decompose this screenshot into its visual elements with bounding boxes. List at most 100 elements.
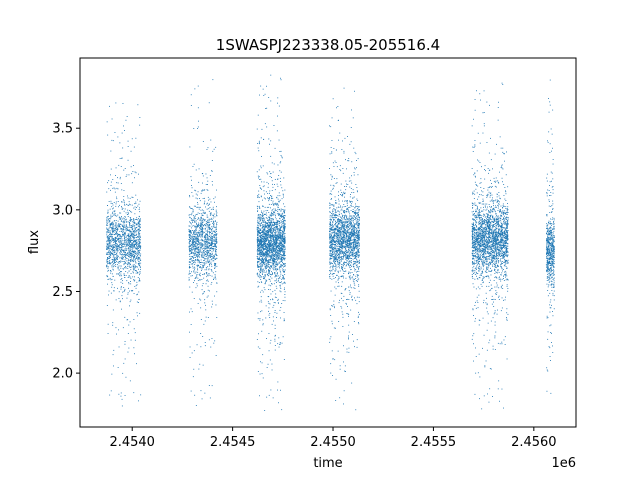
data-point	[198, 232, 200, 233]
data-point	[139, 262, 140, 264]
data-point	[189, 255, 191, 257]
data-point	[276, 226, 277, 228]
data-point	[265, 223, 267, 225]
data-point	[119, 142, 121, 144]
data-point	[257, 256, 259, 258]
data-point	[284, 206, 286, 208]
data-point	[139, 242, 140, 243]
data-point	[260, 85, 262, 87]
data-point	[127, 293, 129, 295]
data-point	[283, 224, 284, 226]
data-point	[136, 243, 138, 245]
data-point	[270, 221, 272, 223]
data-point	[189, 221, 190, 223]
data-point	[279, 229, 281, 231]
data-point	[135, 234, 137, 236]
data-point	[274, 324, 276, 326]
data-point	[258, 241, 260, 242]
data-point	[120, 219, 122, 221]
data-point	[135, 230, 137, 232]
data-point	[269, 218, 271, 220]
data-point	[115, 260, 117, 262]
data-point	[206, 222, 207, 224]
data-point	[264, 254, 266, 256]
data-point	[122, 282, 124, 284]
data-point	[130, 256, 132, 258]
data-point	[120, 235, 122, 237]
data-point	[126, 174, 128, 176]
data-point	[119, 243, 121, 245]
data-point	[264, 242, 266, 244]
data-point	[279, 246, 280, 248]
data-point	[213, 224, 214, 226]
data-point	[193, 236, 195, 237]
data-point	[264, 251, 266, 253]
data-point	[210, 228, 212, 230]
data-point	[256, 229, 258, 231]
data-point	[138, 238, 140, 240]
data-point	[261, 247, 263, 249]
data-point	[119, 225, 120, 227]
data-point	[131, 265, 133, 267]
data-point	[210, 269, 212, 270]
data-point	[116, 245, 118, 247]
data-point	[202, 292, 204, 294]
data-point	[191, 311, 193, 313]
data-point	[130, 231, 132, 233]
data-point	[139, 211, 141, 213]
data-point	[194, 253, 196, 254]
data-point	[268, 220, 270, 222]
data-point	[200, 259, 202, 261]
data-point	[273, 302, 275, 303]
data-point	[135, 235, 137, 236]
data-point	[269, 222, 271, 224]
data-point	[269, 229, 271, 231]
data-point	[265, 268, 267, 270]
data-point	[132, 258, 134, 260]
data-point	[205, 238, 207, 240]
data-point	[123, 225, 125, 227]
data-point	[277, 253, 279, 255]
data-point	[215, 254, 217, 255]
data-point	[277, 253, 278, 255]
data-point	[283, 228, 285, 229]
data-point	[112, 229, 114, 231]
data-point	[116, 241, 117, 242]
data-point	[208, 339, 210, 341]
data-point	[121, 245, 122, 247]
data-point	[263, 263, 264, 264]
data-point	[197, 126, 199, 128]
data-point	[266, 107, 268, 109]
data-point	[258, 253, 260, 255]
data-point	[268, 307, 270, 309]
data-point	[269, 244, 271, 246]
data-point	[212, 225, 214, 227]
data-point	[137, 272, 138, 274]
data-point	[121, 254, 123, 256]
data-point	[277, 280, 279, 282]
data-point	[282, 222, 284, 224]
data-point	[262, 215, 263, 217]
data-point	[259, 244, 261, 246]
data-point	[109, 251, 111, 252]
data-point	[193, 266, 195, 268]
data-point	[271, 323, 273, 325]
data-point	[257, 231, 258, 232]
data-point	[107, 212, 109, 214]
data-point	[283, 219, 285, 221]
data-point	[190, 308, 192, 310]
data-point	[202, 230, 203, 232]
data-point	[270, 199, 272, 201]
data-point	[138, 263, 140, 264]
data-point	[130, 263, 131, 265]
data-point	[210, 261, 212, 263]
data-point	[192, 220, 193, 222]
data-point	[268, 97, 270, 98]
data-point	[109, 240, 111, 242]
data-point	[131, 204, 133, 206]
data-point	[267, 216, 269, 218]
data-point	[283, 278, 285, 280]
data-point	[131, 245, 133, 247]
data-point	[263, 243, 265, 244]
data-point	[257, 261, 259, 263]
